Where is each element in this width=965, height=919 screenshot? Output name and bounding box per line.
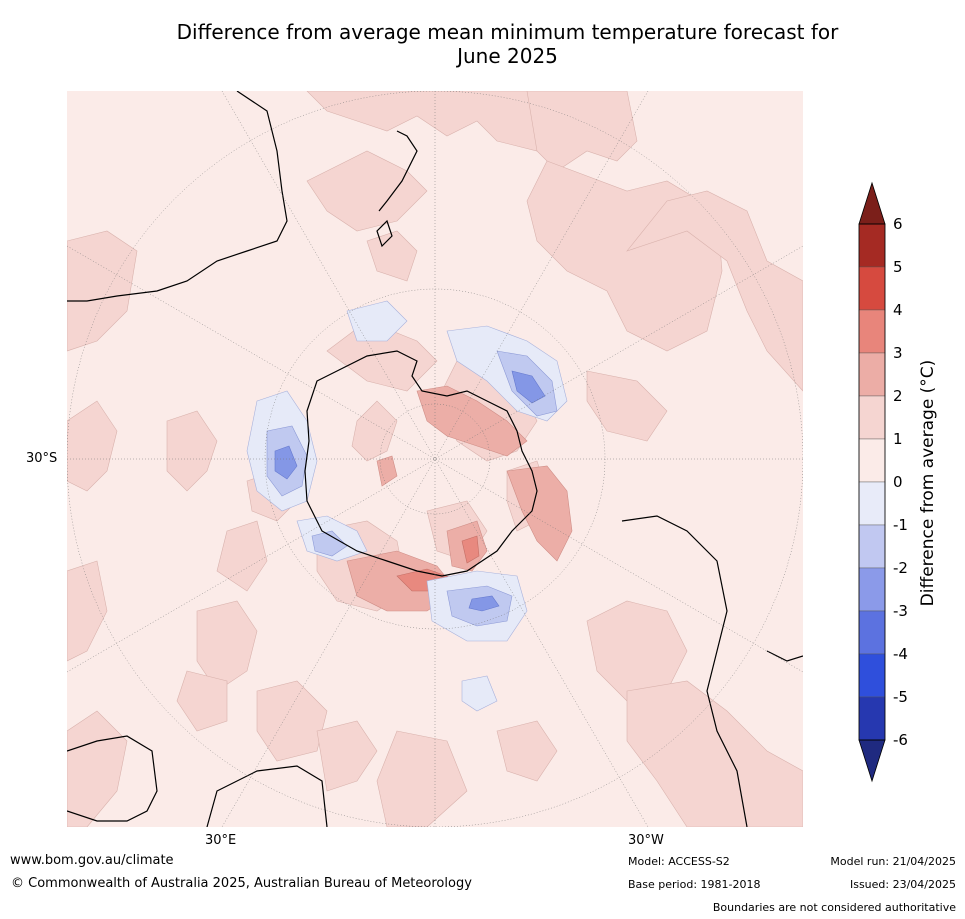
colorbar-tick-label: -3 xyxy=(893,602,908,620)
title-line-1: Difference from average mean minimum tem… xyxy=(176,20,839,44)
colorbar-over-triangle xyxy=(858,181,886,225)
colorbar-bin xyxy=(858,524,886,569)
colorbar-tick-label: 2 xyxy=(893,387,903,405)
colorbar-bin xyxy=(858,395,886,440)
colorbar xyxy=(858,181,886,783)
footer-copyright: © Commonwealth of Australia 2025, Austra… xyxy=(11,876,472,891)
colorbar-frame xyxy=(858,223,886,741)
colorbar-bin xyxy=(858,653,886,698)
colorbar-bin xyxy=(858,309,886,354)
colorbar-under-triangle xyxy=(858,739,886,783)
graticule xyxy=(67,91,803,827)
colorbar-tick-label: 5 xyxy=(893,258,903,276)
colorbar-tick-label: -6 xyxy=(893,731,908,749)
colorbar-bin xyxy=(858,352,886,397)
lon-label-30e: 30°E xyxy=(205,833,237,848)
colorbar-tick-label: -1 xyxy=(893,516,908,534)
south-america xyxy=(621,515,803,827)
warm-anomaly-1-2 xyxy=(67,91,803,827)
lat-label-30s: 30°S xyxy=(26,451,58,466)
colorbar-tick-label: -4 xyxy=(893,645,908,663)
africa xyxy=(67,735,328,827)
title-line-2: June 2025 xyxy=(457,44,558,68)
colorbar-label-text: Difference from average (°C) xyxy=(918,359,938,607)
colorbar-bin xyxy=(858,481,886,526)
colorbar-bin xyxy=(858,438,886,483)
colorbar-tick-label: 3 xyxy=(893,344,903,362)
lon-label-30w: 30°W xyxy=(628,833,664,848)
colorbar-bin xyxy=(858,223,886,268)
footer-model-run: Model run: 21/04/2025 xyxy=(830,855,956,868)
colorbar-tick-label: 4 xyxy=(893,301,903,319)
colorbar-tick-label: -5 xyxy=(893,688,908,706)
colorbar-bin xyxy=(858,696,886,741)
footer-base-period: Base period: 1981-2018 xyxy=(628,878,761,891)
colorbar-bin xyxy=(858,567,886,612)
footer-disclaimer: Boundaries are not considered authoritat… xyxy=(712,901,956,914)
footer-website: www.bom.gov.au/climate xyxy=(10,853,174,868)
footer-issued: Issued: 23/04/2025 xyxy=(849,878,956,891)
chart-title: Difference from average mean minimum tem… xyxy=(0,20,965,68)
cool-anomaly-2-3 xyxy=(274,370,546,612)
colorbar-bin xyxy=(858,266,886,311)
footer-model: Model: ACCESS-S2 xyxy=(628,855,730,868)
anomaly-map xyxy=(67,91,803,827)
colorbar-tick-label: 1 xyxy=(893,430,903,448)
colorbar-tick-label: 6 xyxy=(893,215,903,233)
colorbar-tick-label: -2 xyxy=(893,559,908,577)
colorbar-tick-label: 0 xyxy=(893,473,903,491)
australia-nz xyxy=(67,91,418,302)
colorbar-bin xyxy=(858,610,886,655)
